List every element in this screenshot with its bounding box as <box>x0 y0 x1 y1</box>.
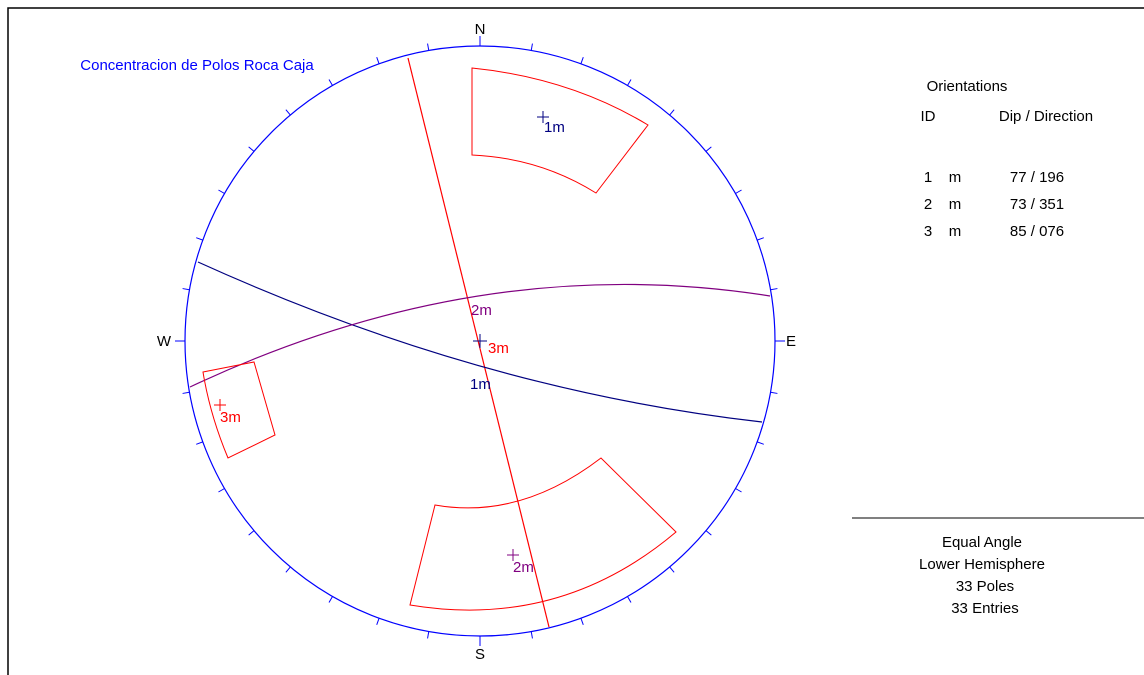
circle-tick <box>757 237 764 241</box>
table-header: Dip / Direction <box>999 108 1093 125</box>
frame <box>7 7 1144 675</box>
footer-text: Lower Hemisphere <box>919 556 1045 573</box>
circle-tick <box>376 618 380 625</box>
set-window <box>202 361 276 459</box>
pole-label: 1m <box>544 119 565 136</box>
circle-tick <box>627 79 632 86</box>
table-cell: 2 <box>924 196 932 213</box>
table-cell: 1 <box>924 169 932 186</box>
plane-label: 1m <box>470 376 491 393</box>
great-circle-purple <box>189 283 771 388</box>
circle-tick <box>376 57 380 64</box>
circle-tick <box>285 109 291 116</box>
table-cell: m <box>949 169 962 186</box>
pole-marker <box>214 399 226 411</box>
circle-tick <box>248 146 255 152</box>
circle-tick <box>627 596 632 603</box>
circle-tick <box>705 146 712 152</box>
circle-tick <box>770 288 778 291</box>
circle-tick <box>182 288 190 291</box>
compass-label: S <box>475 646 485 663</box>
compass-label: E <box>786 333 796 350</box>
stereonet: 1m 3m 3m 2m 2m 1m N S W E <box>157 21 796 663</box>
footer-text: Equal Angle <box>942 534 1022 551</box>
circle-tick <box>285 566 291 573</box>
circle-tick <box>218 189 225 194</box>
circle-tick <box>182 391 190 394</box>
circle-tick <box>580 618 584 625</box>
pole-marker <box>507 549 519 561</box>
table-header: ID <box>921 108 936 125</box>
circle-tick <box>530 43 533 51</box>
plot-title: Concentracion de Polos Roca Caja <box>80 57 314 74</box>
circle-tick <box>530 631 533 639</box>
pole-marker <box>537 111 549 123</box>
table-cell: m <box>949 196 962 213</box>
circle-tick <box>196 441 203 445</box>
circle-tick <box>196 237 203 241</box>
table-cell: 73 / 351 <box>1010 196 1064 213</box>
circle-tick <box>770 391 778 394</box>
great-circle-red <box>407 57 550 628</box>
table-cell: 85 / 076 <box>1010 223 1064 240</box>
circle-tick <box>580 57 584 64</box>
table-cell: 77 / 196 <box>1010 169 1064 186</box>
compass-label: N <box>475 21 486 38</box>
footer-text: 33 Poles <box>956 578 1014 595</box>
circle-tick <box>705 530 712 536</box>
great-circle-navy <box>197 261 763 423</box>
compass-label: W <box>157 333 172 350</box>
plane-label: 2m <box>471 302 492 319</box>
circle-tick <box>427 43 430 51</box>
pole-label: 3m <box>488 340 509 357</box>
circle-tick <box>218 488 225 493</box>
circle-tick <box>328 79 333 86</box>
circle-tick <box>328 596 333 603</box>
set-window <box>471 67 649 194</box>
circle-tick <box>735 488 742 493</box>
circle-tick <box>757 441 764 445</box>
table-cell: m <box>949 223 962 240</box>
center-marker <box>473 334 487 348</box>
circle-tick <box>669 566 675 573</box>
circle-tick <box>669 109 675 116</box>
circle-tick <box>427 631 430 639</box>
pole-label: 2m <box>513 559 534 576</box>
table-cell: 3 <box>924 223 932 240</box>
circle-tick <box>248 530 255 536</box>
set-window <box>409 457 677 611</box>
circle-tick <box>735 189 742 194</box>
pole-label: 3m <box>220 409 241 426</box>
footer-text: 33 Entries <box>951 600 1019 617</box>
table-title: Orientations <box>927 78 1008 95</box>
